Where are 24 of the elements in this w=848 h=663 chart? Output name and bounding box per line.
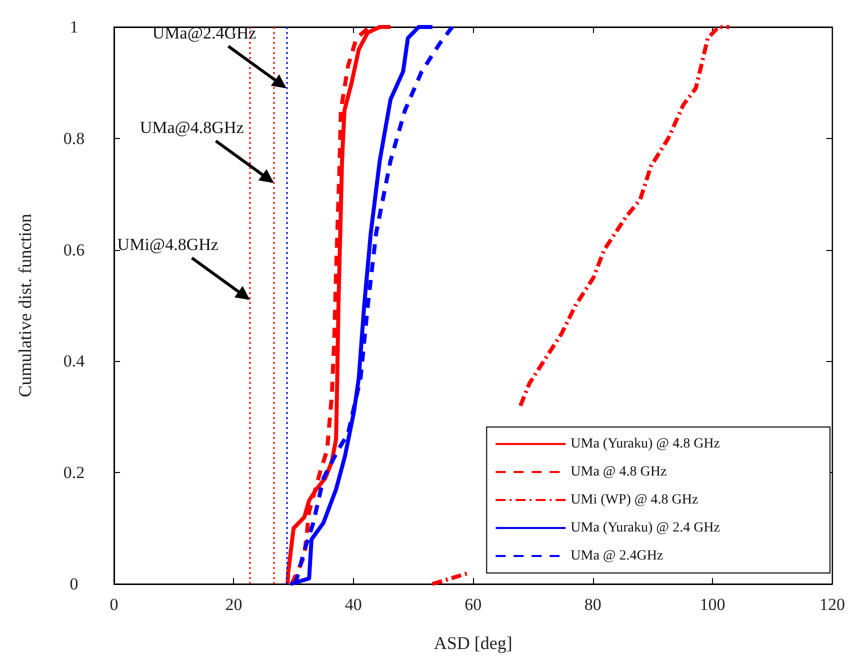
x-axis-title: ASD [deg] [434,633,512,653]
legend-label: UMi (WP) @ 4.8 GHz [570,492,698,508]
y-axis-title: Cumulative dist. function [15,214,35,398]
x-tick-label: 80 [584,595,602,614]
line-series [286,25,393,586]
legend-label: UMa @ 2.4GHz [570,548,664,564]
legend-label: UMa @ 4.8 GHz [570,464,667,480]
legend-label: UMa (Yuraku) @ 4.8 GHz [570,436,720,452]
x-tick-label: 60 [464,595,482,614]
y-tick-label: 0.6 [63,240,85,260]
annotation: UMi@4.8GHz [117,234,219,254]
legend-label: UMa (Yuraku) @ 2.4 GHz [570,520,720,536]
y-tick-label: 0.2 [63,463,85,482]
x-tick-label: 120 [820,595,845,614]
y-tick-label: 0.8 [63,128,85,148]
x-tick-label: 40 [344,595,362,614]
y-tick-label: 1 [70,18,78,36]
y-tick-label: 0 [70,574,78,594]
x-tick-label: 100 [700,595,726,614]
annotation: UMa@4.8GHz [140,118,244,137]
x-tick-label: 20 [225,595,242,614]
y-tick-label: 0.4 [63,352,86,371]
annotation: UMa@2.4GHz [152,23,257,42]
x-tick-label: 0 [110,595,118,614]
